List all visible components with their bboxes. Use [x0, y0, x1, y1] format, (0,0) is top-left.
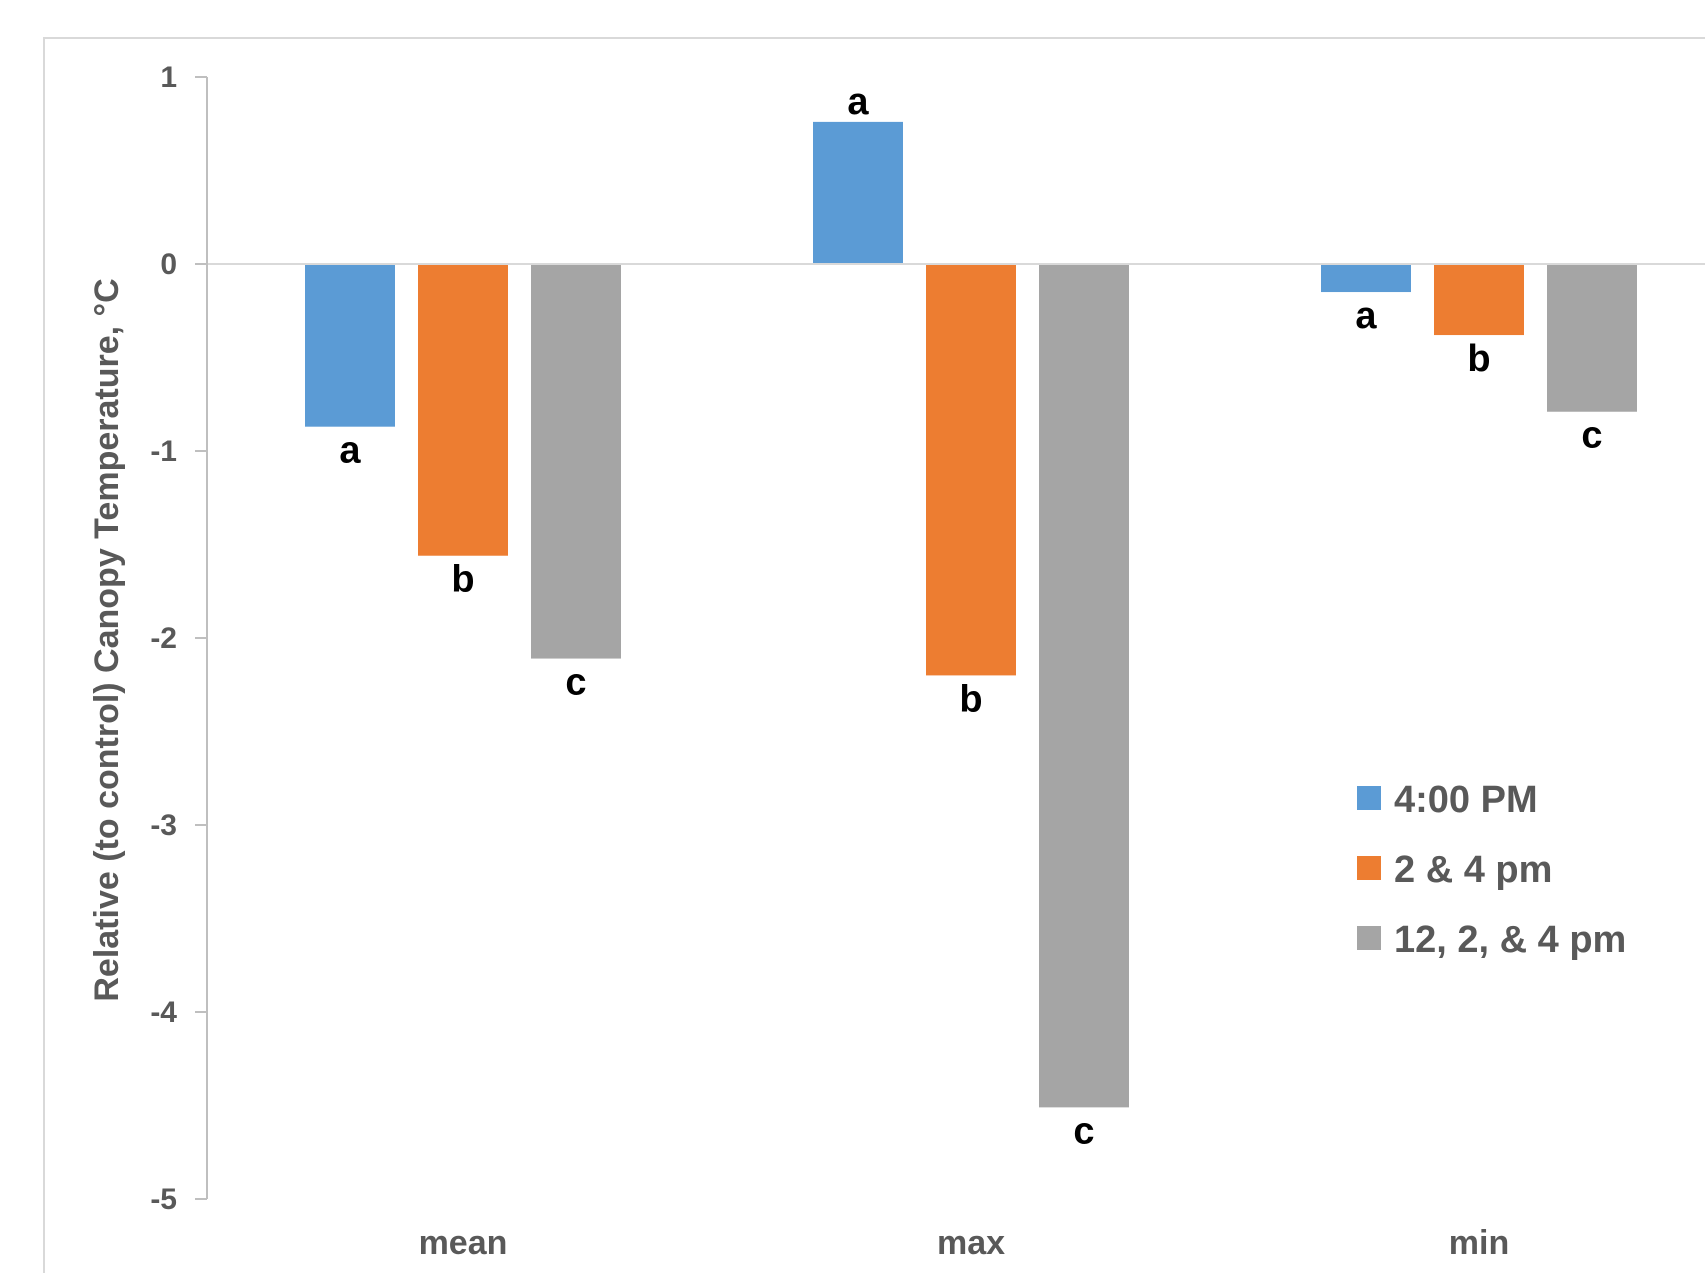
category-labels: mean max min: [419, 1224, 1510, 1262]
bar-letter-label: c: [1073, 1110, 1094, 1152]
y-axis-title: Relative (to control) Canopy Temperature…: [88, 278, 126, 1001]
bar-letter-label: c: [1581, 415, 1602, 457]
legend-swatch: [1357, 786, 1381, 810]
bar: [1547, 264, 1637, 412]
legend-swatch: [1357, 926, 1381, 950]
bar-letter-label: b: [1467, 338, 1490, 380]
category-label: mean: [419, 1224, 508, 1262]
bar: [418, 264, 508, 556]
y-tick-label: -4: [150, 996, 177, 1029]
y-axis: 1 0 -1 -2 -3 -4 -5: [150, 61, 208, 1216]
bar: [305, 264, 395, 427]
legend: 4:00 PM 2 & 4 pm 12, 2, & 4 pm: [1357, 779, 1626, 961]
y-tick-label: 0: [160, 248, 177, 281]
y-tick-label: -3: [150, 809, 177, 842]
bar: [1321, 264, 1411, 293]
bar-letter-label: a: [847, 81, 869, 123]
bar-letter-label: a: [339, 430, 361, 472]
bar-letter-label: a: [1355, 295, 1377, 337]
y-tick-label: -2: [150, 622, 177, 655]
y-tick-label: -5: [150, 1183, 177, 1216]
bar-letter-labels: a b c a b c a b c: [339, 81, 1602, 1152]
bar: [926, 264, 1016, 676]
bar: [1039, 264, 1129, 1108]
y-tick-label: 1: [160, 61, 177, 94]
bar: [813, 121, 903, 264]
bar: [1434, 264, 1524, 336]
category-label: min: [1449, 1224, 1509, 1262]
legend-entry-label: 2 & 4 pm: [1394, 849, 1552, 891]
y-tick-label: -1: [150, 435, 177, 468]
bar: [531, 264, 621, 659]
bar-letter-label: b: [451, 559, 474, 601]
legend-swatch: [1357, 856, 1381, 880]
category-label: max: [937, 1224, 1005, 1262]
legend-entry-label: 4:00 PM: [1394, 779, 1538, 821]
bars-layer: [305, 121, 1637, 1108]
bar-letter-label: c: [565, 662, 586, 704]
legend-entry-label: 12, 2, & 4 pm: [1394, 919, 1626, 961]
bar-letter-label: b: [959, 678, 982, 720]
